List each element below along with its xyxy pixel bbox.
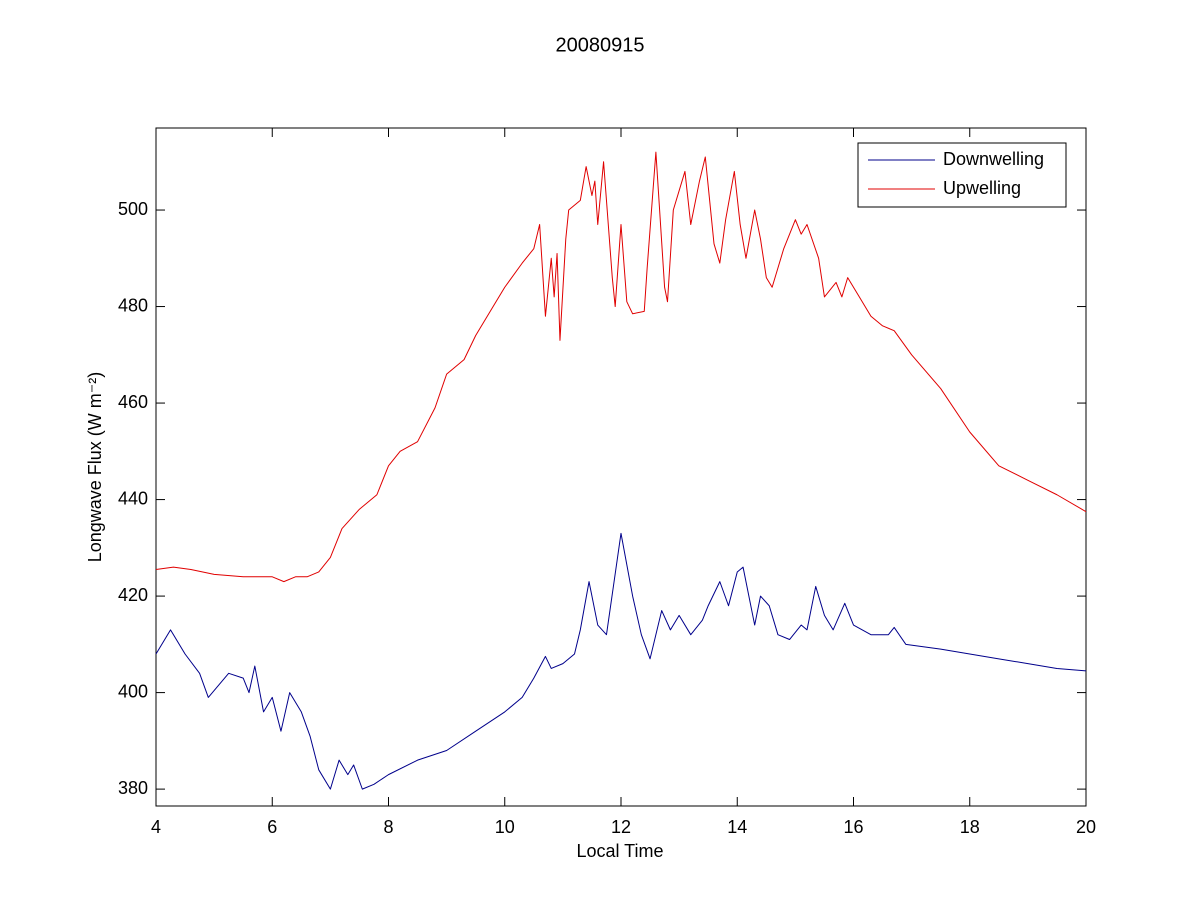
- x-tick-label: 12: [611, 817, 631, 837]
- x-tick-label: 14: [727, 817, 747, 837]
- x-tick-label: 18: [960, 817, 980, 837]
- x-tick-label: 10: [495, 817, 515, 837]
- y-tick-label: 500: [118, 199, 148, 219]
- y-tick-label: 400: [118, 681, 148, 701]
- x-tick-label: 16: [843, 817, 863, 837]
- x-tick-label: 8: [383, 817, 393, 837]
- x-tick-label: 4: [151, 817, 161, 837]
- data-line: [155, 532, 1087, 790]
- y-axis-label: Longwave Flux (W m⁻²): [85, 372, 105, 563]
- y-tick-label: 380: [118, 778, 148, 798]
- y-tick-label: 480: [118, 295, 148, 315]
- y-tick-label: 420: [118, 585, 148, 605]
- chart-title: 20080915: [556, 34, 645, 56]
- data-line: [155, 151, 1087, 583]
- plot-area: [155, 151, 1087, 790]
- y-tick-label: 460: [118, 392, 148, 412]
- legend: Downwelling Upwelling: [857, 142, 1067, 208]
- legend-label: Upwelling: [943, 178, 1021, 198]
- y-tick-label: 440: [118, 488, 148, 508]
- legend-label: Downwelling: [943, 149, 1044, 169]
- x-axis-label: Local Time: [576, 841, 663, 861]
- x-tick-label: 20: [1076, 817, 1096, 837]
- x-tick-label: 6: [267, 817, 277, 837]
- legend-box: [857, 142, 1067, 208]
